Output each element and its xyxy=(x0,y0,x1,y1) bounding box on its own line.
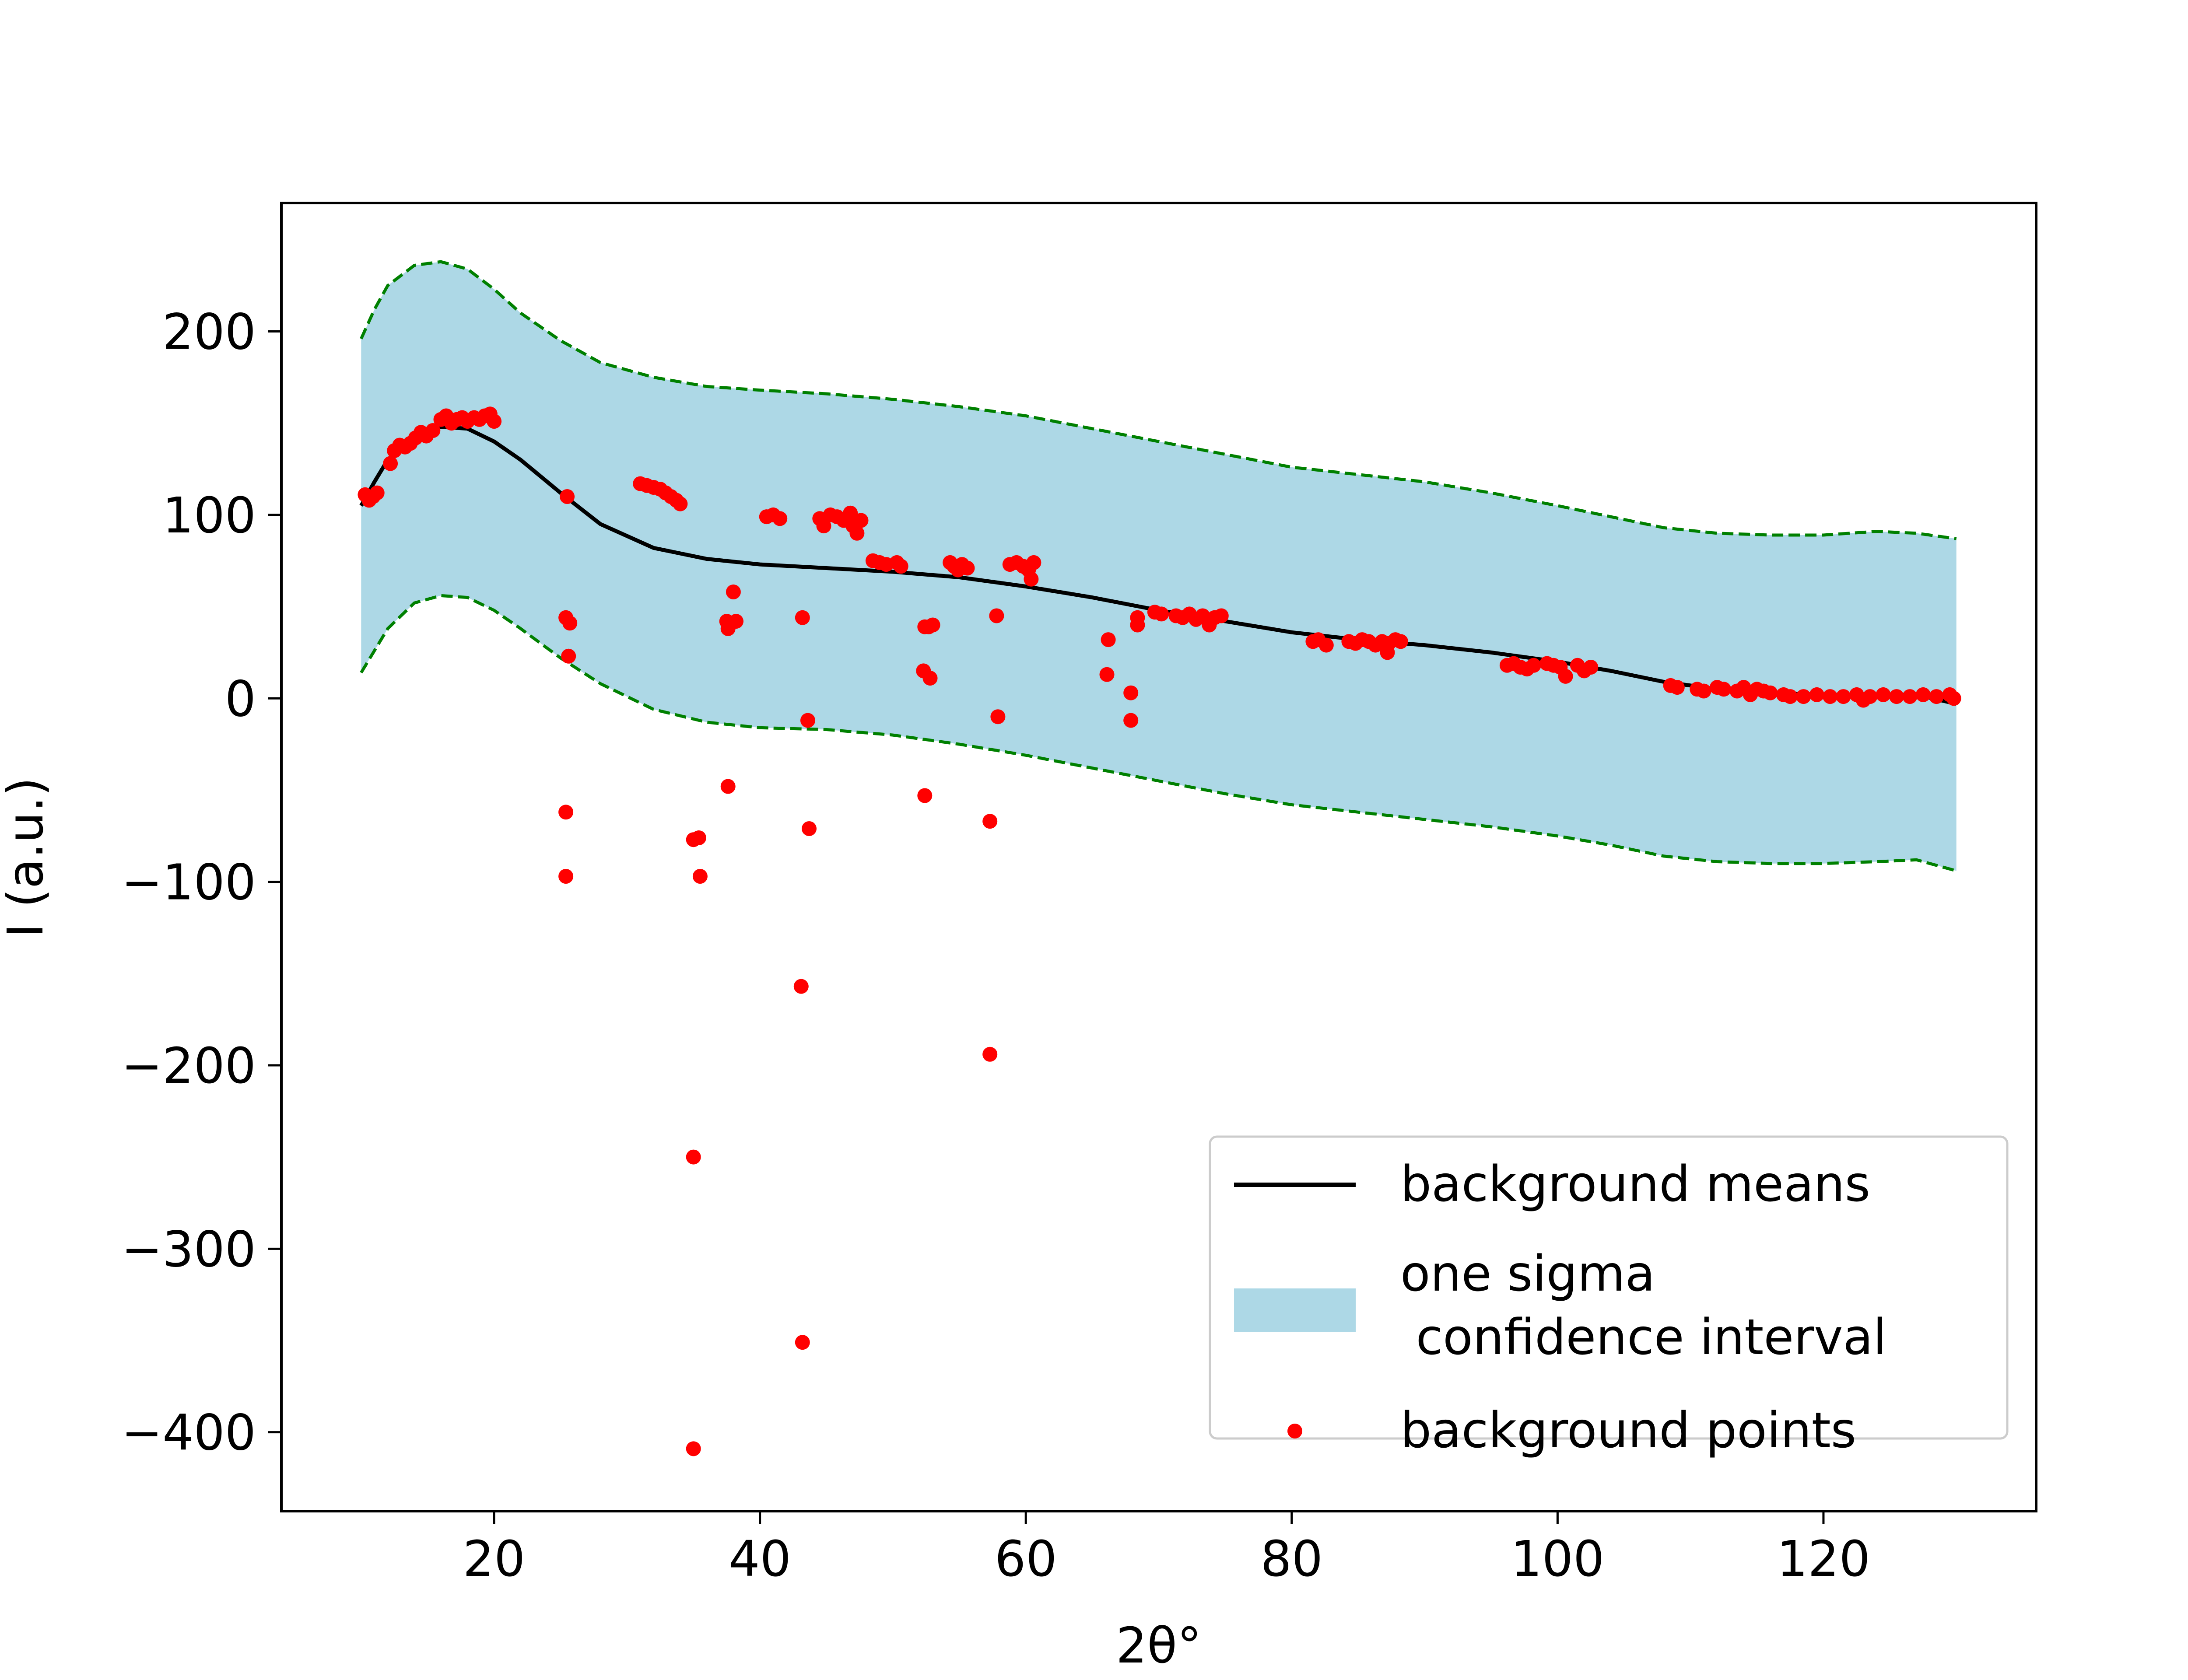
background-point xyxy=(925,617,940,633)
background-point xyxy=(1696,683,1711,699)
legend-point-key xyxy=(1287,1424,1302,1438)
background-point xyxy=(1123,713,1139,728)
legend-label-background-means: background means xyxy=(1400,1156,1870,1213)
x-tick-label: 60 xyxy=(995,1531,1057,1588)
y-tick-label: 100 xyxy=(162,487,256,544)
background-point xyxy=(1796,689,1811,704)
background-point xyxy=(726,584,741,599)
background-point xyxy=(1716,682,1732,697)
background-point xyxy=(1946,691,1961,706)
legend-label-confidence-interval: one sigma confidence interval xyxy=(1400,1246,1886,1366)
legend-label-line-2: confidence interval xyxy=(1400,1309,1886,1366)
background-point xyxy=(560,489,575,504)
background-point xyxy=(686,1149,701,1165)
background-point xyxy=(1101,632,1116,648)
legend-label-line-1: one sigma xyxy=(1400,1246,1655,1302)
background-point xyxy=(1026,555,1041,570)
background-point xyxy=(1318,637,1334,653)
background-point xyxy=(960,560,975,576)
y-tick-label: 0 xyxy=(225,671,256,728)
background-point xyxy=(982,1046,998,1062)
background-point xyxy=(802,821,817,836)
background-point xyxy=(1213,608,1229,623)
background-point xyxy=(990,709,1006,724)
background-point xyxy=(383,456,398,471)
background-point xyxy=(982,814,998,829)
background-point xyxy=(795,1335,810,1350)
background-point xyxy=(1123,685,1139,700)
background-point xyxy=(369,485,385,500)
background-point xyxy=(795,610,810,625)
background-point xyxy=(800,713,815,728)
background-point xyxy=(1862,689,1878,704)
background-point xyxy=(893,559,908,574)
y-tick-label: −300 xyxy=(121,1221,256,1278)
legend-frame xyxy=(1209,1135,2009,1440)
background-point xyxy=(853,513,869,528)
plot-frame xyxy=(280,202,2037,1512)
background-point xyxy=(917,788,933,803)
background-point xyxy=(729,614,743,629)
background-point xyxy=(989,608,1004,623)
background-point xyxy=(1876,687,1891,702)
axis-ticks: 20 40 60 80 100 120 −400 −300 −200 −100 0 100 200 xyxy=(121,304,1870,1588)
y-tick-label: 200 xyxy=(162,304,256,361)
background-point xyxy=(1380,645,1395,660)
background-point xyxy=(1836,689,1851,704)
background-point xyxy=(692,869,708,884)
background-point xyxy=(1809,687,1824,702)
legend: background means one sigma confidence in… xyxy=(1209,1135,2009,1459)
x-tick-label: 20 xyxy=(463,1531,526,1588)
background-point xyxy=(686,1441,701,1456)
background-point xyxy=(1393,634,1408,649)
background-point xyxy=(720,779,736,794)
plot-area xyxy=(358,260,1961,1456)
background-point xyxy=(558,805,574,820)
background-point xyxy=(772,511,788,526)
background-point xyxy=(1763,685,1778,700)
x-tick-label: 40 xyxy=(729,1531,791,1588)
legend-label-background-points: background points xyxy=(1400,1402,1856,1459)
x-axis-label: 2θ° xyxy=(1116,1617,1202,1674)
y-axis-label: I (a.u.) xyxy=(0,777,54,938)
background-point xyxy=(1130,617,1145,633)
background-point xyxy=(793,979,809,994)
background-point xyxy=(1669,680,1685,695)
confidence-band xyxy=(361,262,1957,871)
background-point xyxy=(425,423,441,438)
y-tick-label: −100 xyxy=(121,854,256,911)
background-point xyxy=(1902,689,1918,704)
background-point xyxy=(1558,668,1573,684)
background-point xyxy=(673,496,688,511)
background-point xyxy=(1024,571,1039,587)
background-point xyxy=(1154,606,1169,622)
y-tick-label: −400 xyxy=(121,1405,256,1462)
background-point xyxy=(1583,660,1599,675)
x-tick-label: 80 xyxy=(1261,1531,1323,1588)
background-point xyxy=(843,505,858,521)
background-point xyxy=(1526,658,1541,673)
background-point xyxy=(922,671,938,686)
background-point xyxy=(1915,687,1931,702)
background-point xyxy=(558,869,574,884)
legend-band-key xyxy=(1234,1288,1356,1332)
background-point xyxy=(1783,689,1798,704)
background-point xyxy=(691,830,706,845)
y-tick-label: −200 xyxy=(121,1038,256,1095)
background-point xyxy=(816,518,831,534)
background-point xyxy=(1889,689,1904,704)
lower-bound-line xyxy=(360,594,1957,872)
x-tick-label: 120 xyxy=(1777,1531,1870,1588)
background-point xyxy=(849,525,865,541)
background-point xyxy=(1823,689,1838,704)
background-point xyxy=(562,616,578,631)
x-tick-label: 100 xyxy=(1511,1531,1604,1588)
background-point xyxy=(561,648,576,664)
background-point xyxy=(1099,667,1115,682)
background-point xyxy=(487,414,502,429)
upper-bound-line xyxy=(360,260,1957,540)
background-point xyxy=(1929,689,1944,704)
